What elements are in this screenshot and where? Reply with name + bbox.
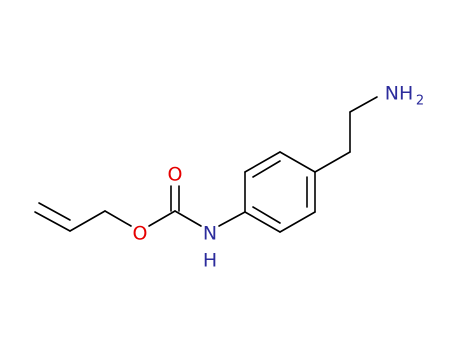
bond (38, 202, 71, 221)
bond (349, 96, 378, 113)
bond (252, 160, 281, 178)
bond (279, 211, 316, 233)
atom-label: O (168, 164, 183, 186)
bonds (34, 96, 378, 233)
bond (34, 211, 71, 232)
bond (174, 210, 202, 227)
atom-subscript: 2 (416, 94, 424, 109)
bond (148, 210, 176, 227)
atom-label: H (203, 250, 217, 272)
bond (244, 211, 281, 233)
bond (104, 210, 132, 227)
bond (314, 151, 351, 173)
atom-label: O (133, 223, 148, 245)
atom-label: NH (385, 83, 414, 105)
bond (244, 151, 281, 173)
bond (218, 211, 246, 227)
bond (279, 151, 316, 173)
atom-label: N (203, 223, 217, 245)
bond (252, 206, 281, 224)
bond (69, 210, 106, 232)
